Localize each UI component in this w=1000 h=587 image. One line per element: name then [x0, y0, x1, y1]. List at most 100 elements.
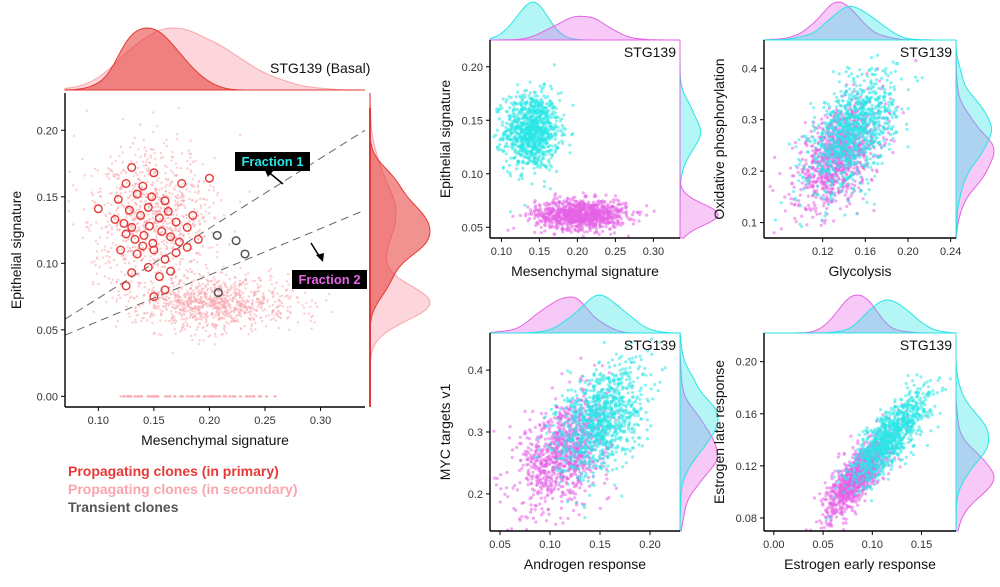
- scatter-point: [505, 470, 509, 475]
- scatter-point: [598, 506, 602, 510]
- scatter-point: [518, 517, 522, 521]
- scatter-point: [517, 177, 521, 181]
- scatter-point: [797, 199, 801, 203]
- scatter-point: [824, 211, 828, 215]
- scatter-point: [533, 450, 538, 454]
- scatter-point: [560, 130, 564, 134]
- scatter-point: [609, 200, 613, 204]
- scatter-point: [530, 487, 535, 491]
- scatter-point: [820, 121, 824, 126]
- scatter-point: [848, 202, 852, 206]
- scatter-point: [891, 60, 895, 64]
- scatter-point: [603, 481, 607, 485]
- scatter-point: [626, 234, 631, 238]
- scatter-point: [883, 95, 887, 99]
- scatter-point: [495, 107, 499, 111]
- scatter-point: [645, 204, 649, 208]
- scatter-point: [512, 156, 516, 160]
- scatter-point: [617, 222, 621, 226]
- scatter-point: [850, 160, 854, 164]
- scatter-point: [493, 476, 497, 480]
- scatter-point: [498, 103, 503, 108]
- scatter-point: [552, 63, 557, 67]
- scatter-point: [546, 420, 550, 424]
- p2-y-axis-label: Oxidative phosphorylation: [711, 58, 727, 219]
- p2-x-axis-label: Glycolysis: [828, 263, 891, 279]
- scatter-point: [543, 118, 547, 122]
- scatter-point: [565, 228, 569, 232]
- scatter-point: [787, 142, 791, 146]
- scatter-point: [833, 174, 837, 178]
- scatter-point: [588, 222, 592, 226]
- scatter-point: [541, 121, 546, 126]
- scatter-point: [553, 137, 557, 141]
- scatter-point: [814, 209, 818, 213]
- scatter-point: [542, 184, 546, 188]
- scatter-point: [609, 232, 613, 236]
- scatter-point: [850, 90, 854, 94]
- scatter-point: [814, 146, 818, 150]
- scatter-point: [503, 145, 507, 149]
- scatter-point: [829, 119, 834, 123]
- scatter-point: [612, 231, 617, 235]
- scatter-point: [869, 152, 873, 156]
- scatter-point: [823, 189, 827, 193]
- scatter-point: [632, 210, 636, 214]
- scatter-point: [826, 202, 831, 207]
- scatter-point: [520, 466, 524, 470]
- p1-x-tick-label: 0.20: [567, 246, 588, 258]
- scatter-point: [509, 156, 513, 160]
- scatter-point: [547, 470, 551, 474]
- scatter-point: [872, 202, 877, 206]
- scatter-point: [840, 171, 844, 175]
- scatter-point: [552, 127, 556, 131]
- scatter-point: [885, 78, 889, 82]
- scatter-point: [824, 147, 828, 151]
- scatter-point: [539, 219, 544, 223]
- scatter-point: [857, 141, 861, 145]
- scatter-point: [534, 144, 538, 148]
- scatter-point: [537, 135, 541, 139]
- scatter-point: [820, 138, 824, 142]
- scatter-point: [514, 95, 518, 99]
- scatter-point: [561, 230, 565, 234]
- scatter-point: [541, 211, 545, 215]
- scatter-point: [526, 478, 530, 482]
- scatter-point: [872, 161, 876, 165]
- scatter-point: [811, 215, 815, 219]
- scatter-point: [538, 204, 542, 208]
- scatter-point: [631, 222, 636, 226]
- scatter-point: [559, 412, 563, 416]
- scatter-point: [541, 132, 545, 136]
- scatter-point: [555, 218, 559, 222]
- scatter-point: [832, 146, 836, 150]
- scatter-point: [875, 170, 879, 174]
- scatter-point: [539, 141, 543, 145]
- scatter-point: [874, 78, 879, 82]
- scatter-point: [578, 486, 582, 490]
- scatter-point: [612, 200, 616, 204]
- scatter-point: [846, 152, 851, 156]
- scatter-point: [901, 111, 905, 115]
- scatter-point: [547, 128, 551, 132]
- scatter-point: [834, 105, 839, 109]
- scatter-point: [601, 220, 605, 225]
- scatter-point: [842, 175, 846, 179]
- scatter-point: [568, 497, 572, 501]
- scatter-point: [797, 138, 801, 142]
- scatter-point: [859, 135, 864, 139]
- scatter-point: [538, 148, 542, 152]
- scatter-point: [596, 207, 600, 211]
- scatter-point: [834, 199, 838, 203]
- scatter-point: [560, 201, 564, 205]
- scatter-point: [851, 76, 856, 80]
- scatter-point: [607, 371, 611, 375]
- scatter-point: [573, 212, 577, 216]
- scatter-point: [551, 496, 555, 500]
- scatter-point: [544, 149, 549, 153]
- scatter-point: [843, 106, 848, 111]
- scatter-point: [839, 147, 843, 151]
- scatter-point: [915, 79, 920, 83]
- scatter-point: [820, 186, 824, 190]
- scatter-point: [551, 112, 555, 117]
